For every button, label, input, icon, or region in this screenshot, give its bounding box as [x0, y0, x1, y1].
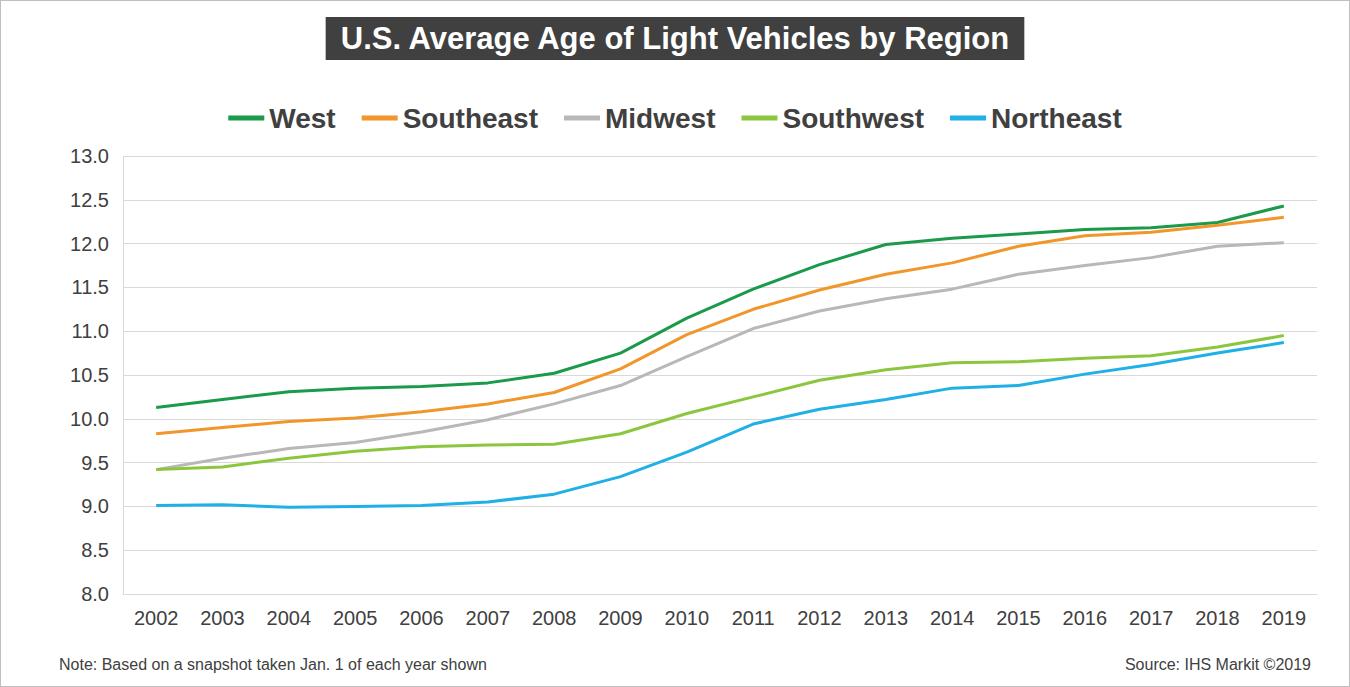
svg-text:13.0: 13.0: [70, 145, 109, 167]
svg-text:8.0: 8.0: [81, 583, 109, 605]
svg-text:Source: IHS Markit ©2019: Source: IHS Markit ©2019: [1125, 656, 1311, 673]
svg-text:2009: 2009: [598, 607, 643, 629]
svg-text:Midwest: Midwest: [605, 103, 715, 134]
svg-text:10.0: 10.0: [70, 408, 109, 430]
svg-text:2010: 2010: [665, 607, 710, 629]
svg-text:11.5: 11.5: [72, 276, 109, 298]
svg-text:2002: 2002: [134, 607, 179, 629]
svg-text:8.5: 8.5: [81, 539, 109, 561]
svg-text:12.0: 12.0: [70, 233, 109, 255]
svg-text:2015: 2015: [996, 607, 1041, 629]
svg-text:9.5: 9.5: [81, 452, 109, 474]
svg-text:2011: 2011: [732, 607, 775, 629]
svg-text:2008: 2008: [532, 607, 577, 629]
svg-text:2018: 2018: [1195, 607, 1240, 629]
svg-text:U.S. Average Age of Light Vehi: U.S. Average Age of Light Vehicles by Re…: [341, 21, 1009, 56]
svg-text:2016: 2016: [1063, 607, 1108, 629]
svg-text:West: West: [269, 103, 335, 134]
svg-text:11.0: 11.0: [72, 320, 109, 342]
svg-text:2012: 2012: [797, 607, 842, 629]
svg-text:Southeast: Southeast: [403, 103, 538, 134]
svg-text:2017: 2017: [1129, 607, 1174, 629]
svg-text:2007: 2007: [466, 607, 511, 629]
svg-text:10.5: 10.5: [70, 364, 109, 386]
svg-text:Southwest: Southwest: [782, 103, 924, 134]
svg-text:2004: 2004: [267, 607, 312, 629]
svg-text:2014: 2014: [930, 607, 975, 629]
svg-text:12.5: 12.5: [70, 189, 109, 211]
svg-text:2013: 2013: [864, 607, 909, 629]
svg-text:2006: 2006: [399, 607, 444, 629]
svg-text:Note: Based on a snapshot take: Note: Based on a snapshot taken Jan. 1 o…: [59, 656, 487, 673]
svg-text:2005: 2005: [333, 607, 378, 629]
svg-text:9.0: 9.0: [81, 495, 109, 517]
svg-text:Northeast: Northeast: [991, 103, 1122, 134]
svg-text:2003: 2003: [200, 607, 245, 629]
svg-text:2019: 2019: [1262, 607, 1307, 629]
